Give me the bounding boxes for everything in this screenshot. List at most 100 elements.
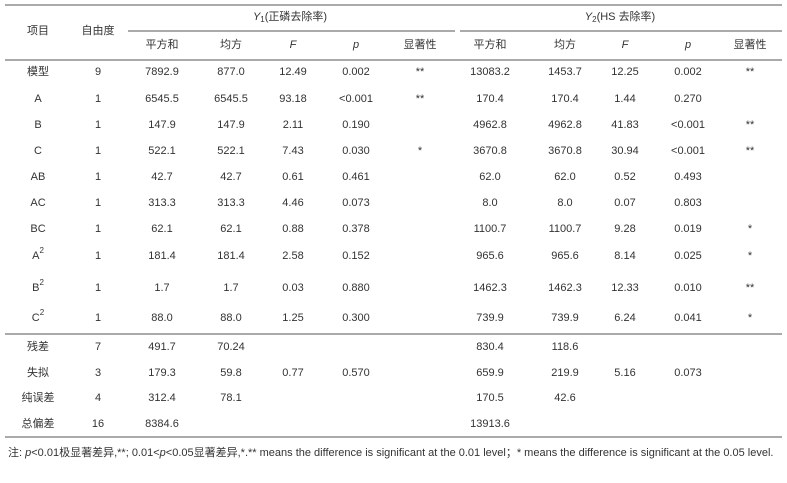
cell: 0.88 xyxy=(282,223,303,235)
cell: 7892.9 xyxy=(145,66,179,78)
cell: 877.0 xyxy=(217,66,245,78)
cell: 6545.5 xyxy=(214,93,248,105)
note-text: p xyxy=(25,447,32,459)
superscript: 2 xyxy=(39,278,44,287)
cell: 42.7 xyxy=(220,171,241,183)
superscript: 2 xyxy=(40,308,45,317)
cell: 8384.6 xyxy=(145,418,179,430)
cell: ** xyxy=(746,66,755,78)
cell: 16 xyxy=(92,418,104,430)
cell: 170.4 xyxy=(551,93,579,105)
cell: * xyxy=(748,223,753,235)
row-label: AB xyxy=(31,171,46,183)
cell: 4962.8 xyxy=(548,119,582,131)
cell: 0.030 xyxy=(342,145,370,157)
cell: 4 xyxy=(95,392,101,404)
cell: ** xyxy=(746,145,755,157)
cell: <0.001 xyxy=(671,145,705,157)
cell: 12.25 xyxy=(611,66,639,78)
cell: 0.270 xyxy=(674,93,702,105)
cell: 1 xyxy=(95,171,101,183)
cell: 1462.3 xyxy=(473,282,507,294)
row-label: A2 xyxy=(32,246,44,262)
cell: 170.5 xyxy=(476,392,504,404)
column-header: F xyxy=(622,39,630,51)
cell: 0.570 xyxy=(342,367,370,379)
cell: 659.9 xyxy=(476,367,504,379)
cell: 6545.5 xyxy=(145,93,179,105)
symbol: Y xyxy=(585,11,593,23)
cell: 0.300 xyxy=(342,312,370,324)
cell: 0.461 xyxy=(342,171,370,183)
note-text: 注: xyxy=(8,447,26,459)
group-header: Y2(HS 去除率) xyxy=(585,9,655,24)
cell: 0.803 xyxy=(674,197,702,209)
cell: 9 xyxy=(95,66,101,78)
label: B xyxy=(32,282,39,294)
cell: 0.041 xyxy=(674,312,702,324)
cell: 0.073 xyxy=(342,197,370,209)
cell: 2.58 xyxy=(282,250,303,262)
cell: 88.0 xyxy=(220,312,241,324)
cell: 1453.7 xyxy=(548,66,582,78)
cell: <0.001 xyxy=(339,93,373,105)
cell: 8.14 xyxy=(614,250,635,262)
cell: 1462.3 xyxy=(548,282,582,294)
cell: 739.9 xyxy=(551,312,579,324)
column-header: F xyxy=(290,39,298,51)
cell: 41.83 xyxy=(611,119,639,131)
cell: 3 xyxy=(95,367,101,379)
cell: 0.019 xyxy=(674,223,702,235)
cell: 0.073 xyxy=(674,367,702,379)
cell: 78.1 xyxy=(220,392,241,404)
cell: 12.33 xyxy=(611,282,639,294)
cell: ** xyxy=(416,66,425,78)
superscript: 2 xyxy=(39,246,44,255)
cell: 965.6 xyxy=(551,250,579,262)
cell: 1.7 xyxy=(154,282,169,294)
cell: 3670.8 xyxy=(548,145,582,157)
label: A xyxy=(32,250,40,262)
cell: 0.152 xyxy=(342,250,370,262)
cell: * xyxy=(748,312,753,324)
row-label: 残差 xyxy=(27,339,49,353)
cell: 0.025 xyxy=(674,250,702,262)
row-label: B xyxy=(34,119,41,131)
cell: 1 xyxy=(95,223,101,235)
cell: 42.6 xyxy=(554,392,575,404)
column-header: p xyxy=(352,39,359,51)
cell: 88.0 xyxy=(151,312,172,324)
cell: 30.94 xyxy=(611,145,639,157)
subscript: 2 xyxy=(592,15,597,24)
group-header: Y1(正磷去除率) xyxy=(253,9,327,24)
cell: 0.002 xyxy=(342,66,370,78)
cell: * xyxy=(418,145,423,157)
cell: <0.001 xyxy=(671,119,705,131)
header-cell: 项目 xyxy=(27,24,49,37)
cell: 13913.6 xyxy=(470,418,510,430)
label: AB xyxy=(31,171,46,183)
cell: 1 xyxy=(95,119,101,131)
cell: 12.49 xyxy=(279,66,307,78)
cell: 0.002 xyxy=(674,66,702,78)
cell: 7.43 xyxy=(282,145,303,157)
cell: 0.61 xyxy=(282,171,303,183)
cell: 313.3 xyxy=(217,197,245,209)
cell: 147.9 xyxy=(148,119,176,131)
row-label: BC xyxy=(30,223,45,235)
cell: 6.24 xyxy=(614,312,635,324)
note-text: <0.01极显著差异,**; 0.01< xyxy=(31,447,160,459)
subscript: 1 xyxy=(260,15,265,24)
label: C xyxy=(34,145,42,157)
row-label: C2 xyxy=(32,308,45,324)
cell: 1.25 xyxy=(282,312,303,324)
row-label: AC xyxy=(30,197,45,209)
label: BC xyxy=(30,223,45,235)
row-label: 失拟 xyxy=(27,365,49,379)
label: C xyxy=(32,312,40,324)
cell: 0.190 xyxy=(342,119,370,131)
cell: 9.28 xyxy=(614,223,635,235)
group-name: (HS 去除率) xyxy=(597,9,656,23)
cell: 62.0 xyxy=(479,171,500,183)
